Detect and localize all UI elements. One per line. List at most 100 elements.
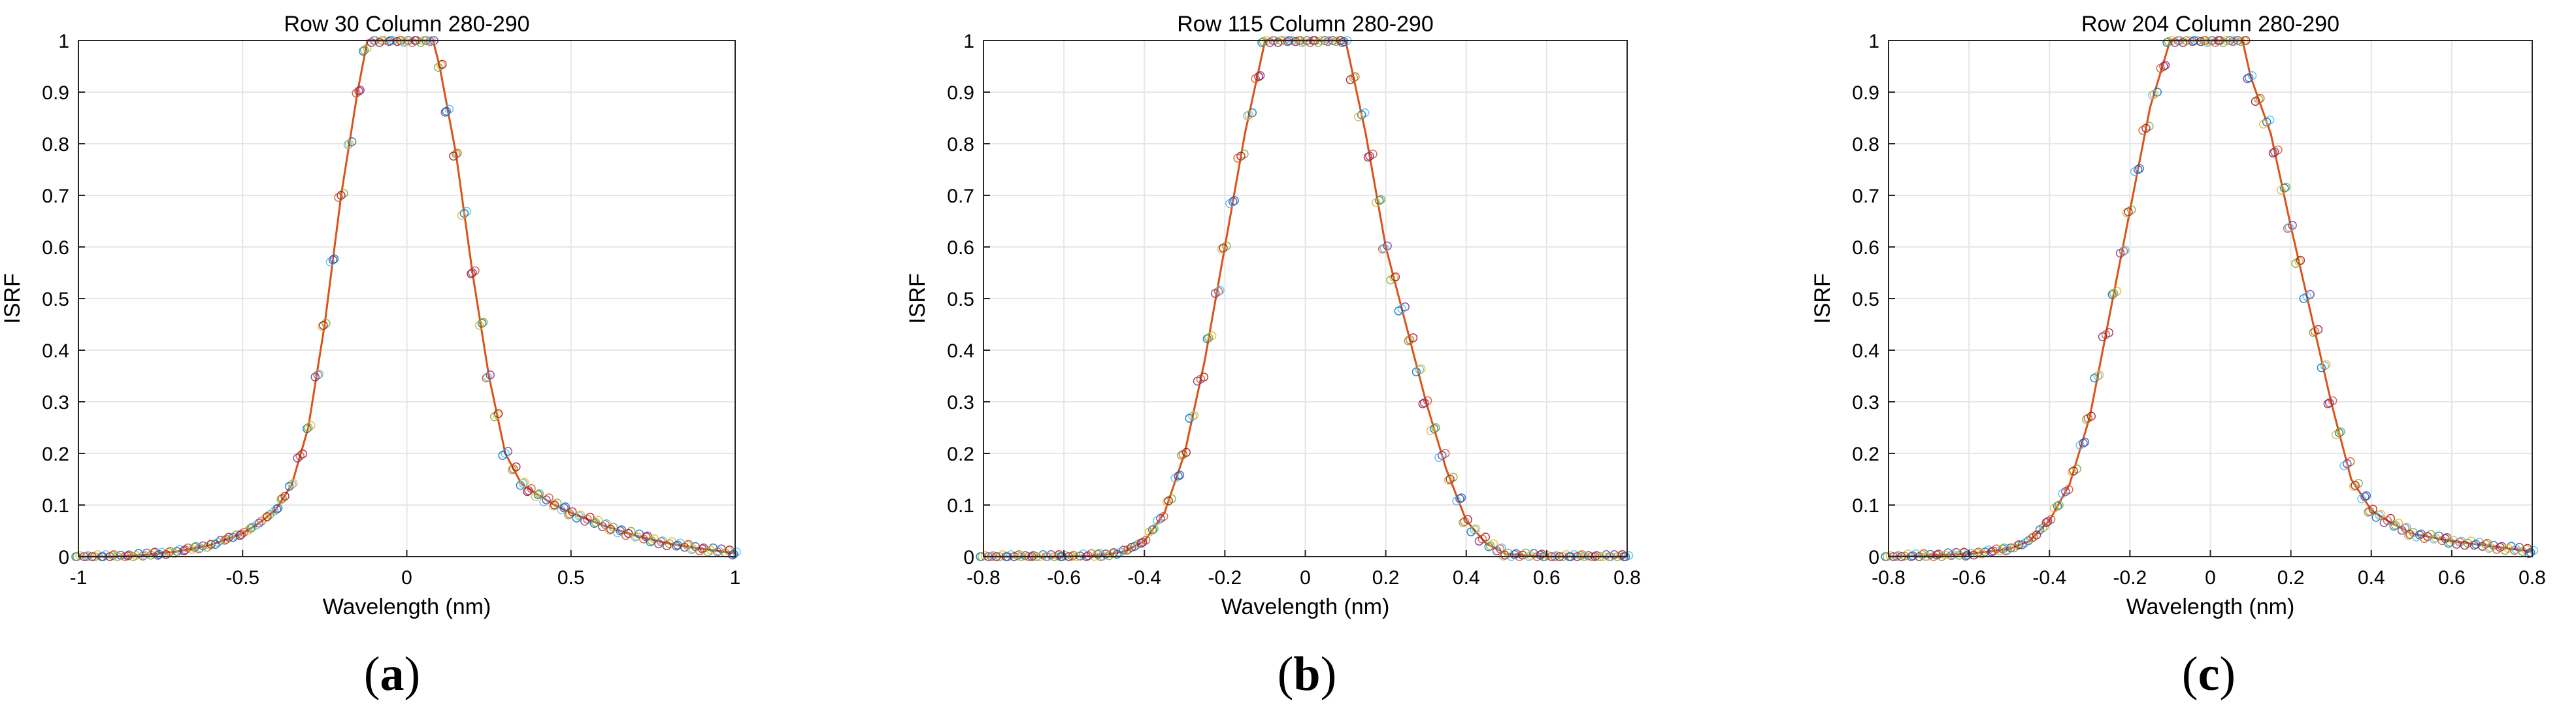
data-point	[2094, 370, 2104, 380]
data-point	[314, 369, 324, 379]
data-point	[2291, 259, 2300, 269]
data-point	[1177, 451, 1186, 460]
x-tick-label: -0.6	[1047, 567, 1081, 589]
data-point	[1255, 71, 1265, 80]
data-point	[252, 521, 261, 530]
data-point	[205, 540, 214, 550]
data-point	[2251, 97, 2260, 106]
data-point	[293, 453, 302, 463]
data-point	[287, 480, 297, 489]
data-point	[623, 529, 633, 538]
data-point	[2058, 489, 2067, 498]
data-point	[2017, 540, 2027, 549]
data-point	[1251, 74, 1260, 84]
data-point	[1471, 524, 1481, 534]
data-point	[2402, 523, 2411, 532]
data-point	[478, 318, 488, 327]
y-tick-label: 0	[58, 547, 69, 568]
data-point	[498, 451, 507, 460]
data-point	[1391, 272, 1400, 282]
data-point	[1215, 286, 1225, 295]
data-point	[2049, 503, 2059, 513]
data-point	[2277, 186, 2286, 195]
data-point	[183, 543, 193, 553]
y-tick-label: 1	[963, 31, 974, 52]
y-tick-label: 0.3	[947, 392, 974, 414]
data-point	[2107, 289, 2117, 299]
data-point	[583, 514, 592, 524]
data-point	[438, 59, 447, 69]
data-point	[416, 38, 425, 47]
data-point	[1474, 536, 1484, 546]
data-point	[2256, 93, 2265, 103]
data-point	[1189, 410, 1199, 420]
data-point	[1363, 152, 1373, 162]
data-point	[703, 547, 713, 557]
data-point	[1273, 38, 1283, 47]
data-point	[621, 530, 631, 540]
y-axis-label: ISRF	[1810, 273, 1835, 323]
data-point	[591, 517, 601, 527]
panel-label-c: (c)	[2181, 647, 2236, 701]
data-point	[347, 137, 357, 146]
data-point	[2003, 545, 2012, 555]
data-point	[319, 321, 328, 330]
data-point	[1204, 333, 1214, 342]
y-tick-label: 0.9	[947, 82, 974, 104]
data-point	[354, 86, 363, 96]
data-point	[2397, 525, 2407, 535]
data-point	[2511, 545, 2521, 554]
data-point	[334, 193, 343, 202]
x-tick-label: -0.6	[1952, 567, 1986, 589]
data-point	[1244, 110, 1254, 120]
data-point	[1379, 243, 1389, 253]
y-tick-label: 0.5	[947, 289, 974, 310]
data-point	[1210, 289, 1220, 298]
data-point	[580, 517, 589, 526]
data-point	[2075, 440, 2085, 450]
x-axis-label: Wavelength (nm)	[2126, 595, 2295, 619]
data-point	[344, 139, 354, 148]
data-point	[559, 503, 569, 513]
data-point	[165, 547, 174, 556]
data-point	[2014, 540, 2024, 549]
data-point	[608, 523, 618, 532]
y-tick-label: 0.4	[947, 340, 974, 362]
data-point	[1138, 538, 1148, 547]
y-tick-label: 0	[963, 547, 974, 568]
data-point	[1243, 111, 1252, 121]
data-point	[1193, 376, 1202, 386]
data-point	[662, 541, 672, 551]
data-point	[2002, 546, 2011, 556]
data-point	[1426, 426, 1436, 435]
y-tick-label: 0.9	[42, 82, 69, 104]
data-point	[1431, 423, 1440, 432]
data-point	[2336, 427, 2345, 436]
data-point	[2009, 543, 2019, 553]
data-point	[1457, 493, 1466, 502]
data-point	[512, 462, 521, 472]
data-point	[191, 542, 201, 551]
data-point	[2130, 167, 2139, 176]
data-point	[2149, 90, 2159, 99]
data-point	[139, 550, 149, 560]
data-point	[2178, 38, 2188, 47]
data-point	[2324, 398, 2334, 408]
data-point	[2283, 223, 2292, 233]
y-tick-label: 0.4	[42, 340, 69, 362]
data-point	[2379, 518, 2389, 527]
data-point	[524, 486, 533, 495]
panel-label-a: (a)	[363, 647, 421, 701]
data-point	[1526, 551, 1535, 561]
y-tick-label: 0.8	[1852, 134, 1879, 155]
data-point	[2281, 182, 2290, 192]
data-point	[565, 509, 574, 519]
data-point	[2080, 437, 2090, 447]
data-point	[1170, 474, 1180, 483]
data-point	[574, 512, 584, 521]
data-point	[1394, 306, 1404, 316]
data-point	[1511, 549, 1521, 559]
x-tick-label: -0.4	[1127, 567, 1161, 589]
data-point	[198, 541, 208, 551]
chart-title: Row 30 Column 280-290	[284, 12, 529, 37]
